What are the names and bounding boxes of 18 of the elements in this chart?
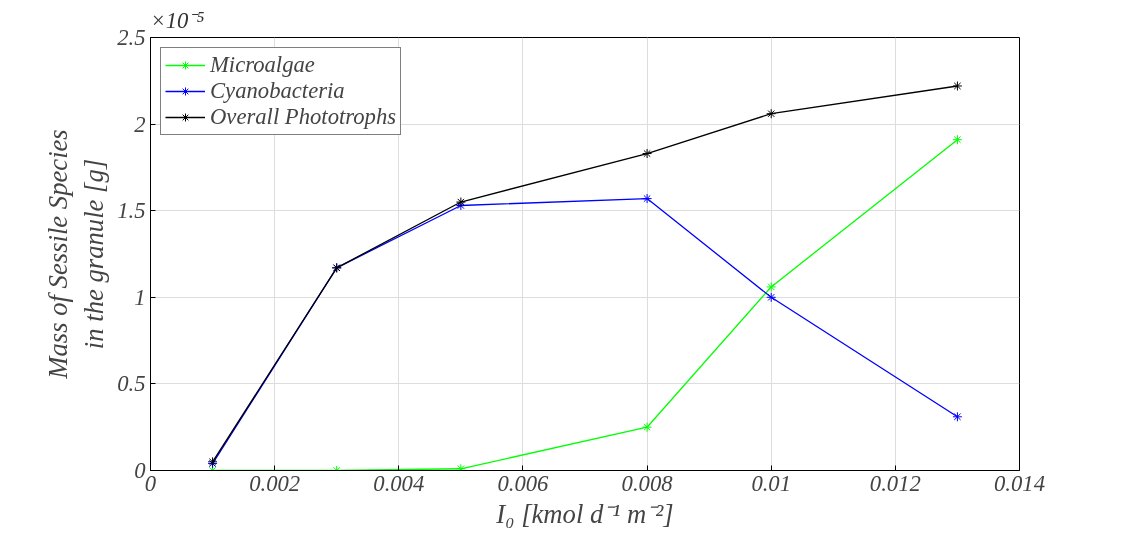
x-axis-title: I₀ [kmol d⁻¹ m⁻²] [495, 498, 674, 529]
legend-label: Overall Phototrophs [210, 104, 397, 130]
x-tick-label: 0.004 [373, 470, 425, 496]
y-tick-label: 1.5 [117, 198, 146, 224]
x-tick-label: 0.002 [249, 470, 301, 496]
x-tick-label: 0.008 [621, 470, 674, 496]
text: ×10⁻⁵ [150, 7, 205, 33]
y-axis-title: Mass of Sessile Species in the granule [g] [43, 129, 110, 380]
legend-label: Microalgae [210, 52, 315, 78]
x-tick-label: 0.014 [994, 470, 1045, 496]
y-tick-label: 1 [134, 284, 146, 310]
x-tick-label: 0.01 [751, 470, 792, 496]
y-tick-label: 2.5 [117, 25, 146, 50]
y-tick-label: 0.5 [117, 371, 146, 397]
legend-label: Cyanobacteria [210, 78, 345, 104]
y-tick-label: 2 [134, 111, 146, 137]
x-tick-label: 0.012 [869, 470, 921, 496]
x-tick-label: 0.006 [497, 470, 550, 496]
